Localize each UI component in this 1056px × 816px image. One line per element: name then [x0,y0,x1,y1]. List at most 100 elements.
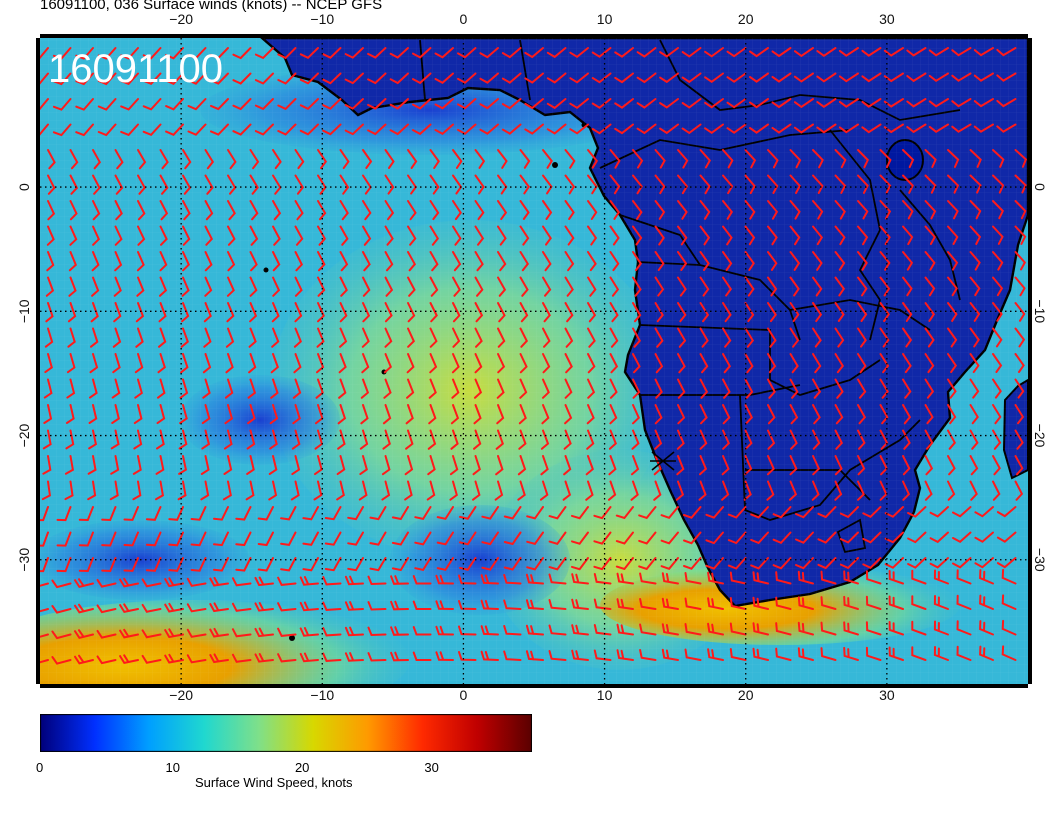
lon-tick-label-top: 30 [879,11,895,27]
wind-barb [64,480,74,501]
frame-tick [36,310,40,312]
wind-barb [699,302,710,323]
wind-barb [249,276,258,297]
wind-barb [593,598,612,610]
wind-barb [519,174,531,195]
wind-barb [137,149,147,170]
wind-barb [587,302,597,323]
wind-barb [503,625,522,636]
wind-barb [277,653,297,663]
wind-barb [474,378,483,399]
wind-barb [704,123,724,135]
wind-barb [705,506,724,519]
wind-barb [209,576,229,587]
wind-barb [427,429,437,450]
wind-barb [142,98,162,111]
wind-barb [339,276,348,297]
wind-barb [924,302,936,322]
wind-barb [789,174,802,194]
wind-barb [324,506,342,521]
wind-barb [382,404,392,425]
wind-barb [367,72,387,85]
wind-barb [632,276,642,297]
wind-barb [101,557,117,573]
wind-barb [542,149,553,169]
wind-barb [427,455,436,476]
wind-barb [384,302,393,323]
wind-barb [96,578,117,588]
wind-barb [654,200,666,220]
wind-barb [389,72,409,85]
wind-barb [924,174,937,194]
wind-barb [75,98,94,111]
wind-barb [947,200,959,220]
wind-barb [299,652,319,663]
wind-barb [407,200,417,221]
wind-barb [518,429,527,450]
wind-barb [135,327,144,348]
wind-barb [542,327,551,348]
wind-barb [906,72,927,83]
wind-barb [902,302,913,322]
wind-barb [902,276,913,297]
wind-barb [587,378,596,399]
wind-barb [337,429,346,450]
wind-barb [159,149,169,170]
wind-barb [654,327,664,348]
wind-barb [434,47,454,59]
wind-barb [593,557,612,571]
wind-barb [405,404,414,425]
wind-barb [632,378,641,399]
wind-barb [344,72,364,85]
wind-barb [793,47,814,58]
wind-barb [857,251,868,271]
wind-barb [497,149,508,169]
wind-barb [429,353,438,374]
wind-barb [744,302,755,323]
wind-barb [816,47,837,58]
wind-barb [74,603,94,614]
wind-barb [585,480,594,501]
wind-barb [879,327,890,348]
wind-barb [616,572,634,585]
wind-barb [347,506,364,521]
wind-barb [586,429,595,450]
wind-barb [204,251,213,272]
wind-barb [249,251,258,272]
wind-barb [412,72,432,85]
wind-barb [458,600,477,610]
wind-barb [46,251,55,272]
wind-barb [182,174,192,195]
wind-barb [519,302,529,323]
wind-barb [562,480,572,501]
wind-barb [767,353,777,374]
colorbar-tick-label: 30 [424,760,439,775]
wind-barb [135,302,145,323]
wind-barb [519,200,530,220]
wind-barb [224,378,234,399]
wind-barb [47,149,56,170]
lon-tick-label-top: −10 [310,11,334,27]
wind-barb [888,646,904,661]
wind-barb [40,123,49,136]
wind-barb [933,646,949,661]
wind-barb [924,404,934,425]
wind-barb [272,200,282,221]
wind-barb [254,47,274,60]
wind-barb [951,47,972,57]
wind-barb [902,174,914,194]
wind-barb [322,601,342,611]
wind-barb [247,378,257,399]
wind-barb [707,597,724,610]
wind-barb [812,455,821,476]
wind-barb [879,200,892,220]
colorbar-title: Surface Wind Speed, knots [195,775,353,790]
wind-barb [722,353,732,374]
wind-barb [902,429,911,450]
wind-barb [862,531,882,544]
wind-barb [360,378,370,399]
wind-barb [414,506,432,521]
wind-barb [479,72,499,84]
wind-barb [542,353,551,374]
wind-barb [178,429,188,450]
